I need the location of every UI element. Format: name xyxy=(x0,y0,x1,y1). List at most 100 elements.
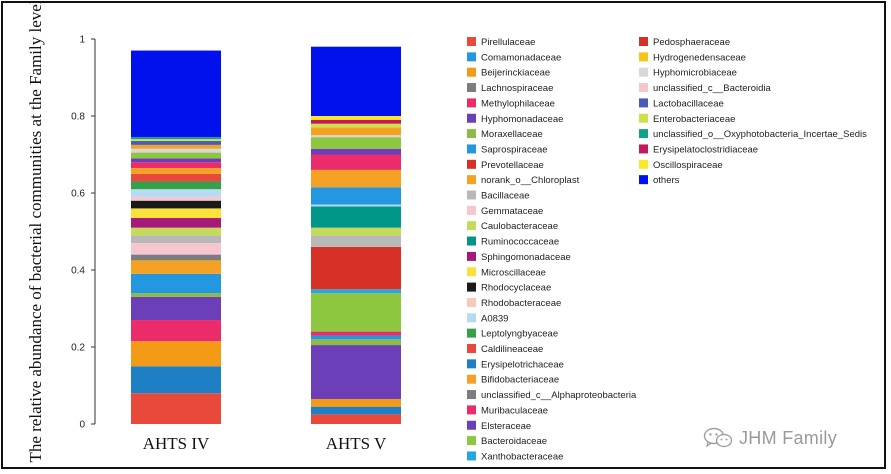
y-tick-label: 0.4 xyxy=(71,266,85,277)
legend-label: Pedosphaeraceae xyxy=(653,37,730,48)
legend-label: Xanthobacteraceae xyxy=(481,451,563,462)
legend-swatch xyxy=(639,37,648,46)
bar-segment-hyphomicrobiaceae xyxy=(311,135,401,138)
legend-swatch xyxy=(639,159,648,169)
legend-swatch xyxy=(467,451,476,461)
legend-label: Lachnospiraceae xyxy=(481,83,553,94)
bar-segment-unclassified-o-oxyphotobacteria-incertae-sedis xyxy=(131,137,221,140)
y-tick-label: 0.6 xyxy=(71,189,85,200)
bar-segment-enterobacteriaceae xyxy=(131,139,221,142)
x-category-label: AHTS V xyxy=(326,434,387,453)
legend-label: Prevotellaceae xyxy=(481,160,544,171)
legend-swatch xyxy=(467,436,476,446)
bar-segment-erysipelotrichaceae xyxy=(131,273,221,294)
legend-label: Enterobacteriaceae xyxy=(653,114,735,125)
bar-segment-bifidobacteriaceae xyxy=(311,339,401,346)
bar-segment-hyphomonadaceae xyxy=(131,189,221,197)
legend-label: Saprospiraceae xyxy=(481,144,548,155)
legend-swatch xyxy=(467,190,476,200)
legend-label: Hyphomonadaceae xyxy=(481,114,563,125)
legend-swatch xyxy=(467,113,476,123)
bar-segment-others xyxy=(131,50,221,138)
legend-swatch xyxy=(467,313,476,323)
legend-label: Elsteraceae xyxy=(481,421,531,432)
legend-label: Methylophilaceae xyxy=(481,98,555,109)
bar-segment-a0839 xyxy=(311,331,401,336)
y-axis-label: The relative abundance of bacterial comm… xyxy=(26,3,45,463)
legend-swatch xyxy=(467,420,476,430)
legend-swatch xyxy=(467,344,476,353)
legend-swatch xyxy=(467,37,476,46)
bar-segment-xanthobacteraceae xyxy=(311,414,401,424)
legend-swatch xyxy=(639,83,648,93)
bar-segment-prevotellaceae xyxy=(131,200,221,209)
bar-segment-bacillaceae xyxy=(131,218,221,228)
legend-swatch xyxy=(467,144,476,154)
legend-swatch xyxy=(467,175,476,185)
bar-segment-hydrogenedensaceae xyxy=(131,152,221,159)
bar-segment-microscillaceae xyxy=(311,289,401,294)
bar-segment-elsteraceae xyxy=(131,341,221,367)
bar-segment-moraxellaceae xyxy=(311,206,401,228)
bar-segment-caulobacteraceae xyxy=(311,235,401,247)
legend-label: Caldilineaceae xyxy=(481,344,543,355)
legend-swatch xyxy=(467,374,476,384)
legend-label: unclassified_c__Alphaproteobacteria xyxy=(481,390,637,401)
bar-segment-caulobacteraceae xyxy=(131,235,221,244)
bar-segment-pedosphaeraceae xyxy=(311,148,401,155)
legend-label: Bacteroidaceae xyxy=(481,436,547,447)
bar-segment-rhodocyclaceae xyxy=(311,293,401,332)
legend-label: Rhodocyclaceae xyxy=(481,283,551,294)
legend-swatch xyxy=(467,205,476,215)
legend-swatch xyxy=(467,159,476,169)
legend-label: Erysipelatoclostridiaceae xyxy=(653,144,758,155)
legend-swatch xyxy=(639,52,648,62)
legend-label: Hyphomicrobiaceae xyxy=(653,68,737,79)
legend-label: Beijerinckiaceae xyxy=(481,68,550,79)
bar-segment-unclassified-c-alphaproteobacteria xyxy=(311,345,401,399)
legend-swatch xyxy=(639,113,648,123)
bar-segment-gemmataceae xyxy=(131,227,221,236)
legend-label: others xyxy=(653,175,680,186)
legend-swatch xyxy=(639,144,648,154)
y-tick-label: 0.8 xyxy=(71,112,85,123)
legend-swatch xyxy=(467,390,476,400)
x-category-label: AHTS IV xyxy=(143,434,210,453)
bar-segment-beijerinckiaceae xyxy=(311,187,401,205)
bar-segment-hydrogenedensaceae xyxy=(311,137,401,149)
bar-segment-caldilineaceae xyxy=(131,260,221,274)
legend-label: Moraxellaceae xyxy=(481,129,543,140)
bar-segment-erysipelatoclostridiaceae xyxy=(311,119,401,124)
bar-segment-oscillospiraceae xyxy=(311,116,401,120)
bar-segment-methylophilaceae xyxy=(131,181,221,190)
bar-segment-bacteroidaceae xyxy=(311,406,401,415)
legend-swatch xyxy=(467,282,476,292)
legend-label: Pirellulaceae xyxy=(481,37,535,48)
legend-swatch xyxy=(639,175,648,185)
bar-segment-bifidobacteriaceae xyxy=(131,293,221,297)
bar-segment-lactobacillaceae xyxy=(131,141,221,145)
bar-segment-hyphomicrobiaceae xyxy=(131,148,221,153)
legend-swatch xyxy=(467,267,476,277)
bar-segment-sphingomonadaceae xyxy=(311,246,401,290)
legend-label: Muribaculaceae xyxy=(481,405,548,416)
legend-swatch xyxy=(639,67,648,77)
y-tick-label: 0 xyxy=(79,420,85,431)
bar-segment-pirellulaceae xyxy=(311,154,401,170)
bar-segment-ruminococcaceae xyxy=(131,243,221,255)
bar-segment-unclassified-c-alphaproteobacteria xyxy=(131,296,221,321)
legend-swatch xyxy=(467,221,476,231)
legend-swatch xyxy=(639,98,648,108)
legend-label: Rhodobacteraceae xyxy=(481,298,561,309)
stacked-bar-chart: 0 0.2 0.4 0.6 0.8 1 AHTS IV AHTS V Pirellulace… xyxy=(26,3,867,463)
bar-segment-saprospiraceae xyxy=(131,196,221,201)
bar-segment-hyphomonadaceae xyxy=(311,204,401,207)
legend-swatch xyxy=(467,359,476,369)
legend-swatch xyxy=(467,297,476,307)
bar-segment-comamonadaceae xyxy=(131,167,221,174)
legend-label: Microscillaceae xyxy=(481,267,546,278)
bar-segment-gemmataceae xyxy=(311,227,401,236)
bar-segment-muribaculaceae xyxy=(131,320,221,342)
legend-label: unclassified_c__Bacteroidia xyxy=(653,83,771,94)
